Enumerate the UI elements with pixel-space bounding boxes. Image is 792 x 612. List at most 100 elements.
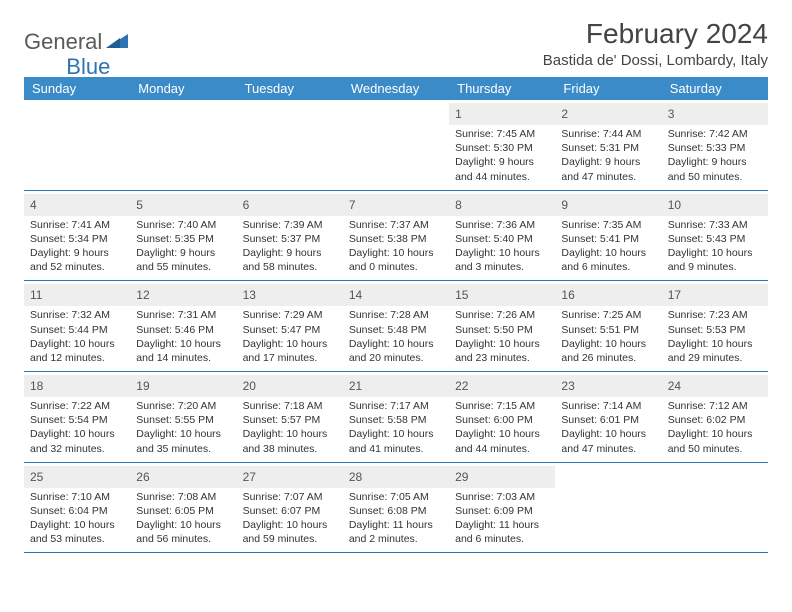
day-number: 18 — [30, 379, 43, 393]
day-number-row: 28 — [343, 466, 449, 488]
sunrise-text: Sunrise: 7:22 AM — [30, 399, 124, 413]
daylight-text: and 23 minutes. — [455, 351, 549, 365]
sunrise-text: Sunrise: 7:28 AM — [349, 308, 443, 322]
day-number-row: 12 — [130, 284, 236, 306]
sunrise-text: Sunrise: 7:05 AM — [349, 490, 443, 504]
day-number: 1 — [455, 107, 462, 121]
sunrise-text: Sunrise: 7:03 AM — [455, 490, 549, 504]
day-cell: 26Sunrise: 7:08 AMSunset: 6:05 PMDayligh… — [130, 463, 236, 553]
daylight-text: Daylight: 9 hours — [136, 246, 230, 260]
day-number-row: 9 — [555, 194, 661, 216]
sunset-text: Sunset: 5:48 PM — [349, 323, 443, 337]
daylight-text: Daylight: 10 hours — [455, 427, 549, 441]
day-info: Sunrise: 7:07 AMSunset: 6:07 PMDaylight:… — [243, 490, 337, 547]
daylight-text: and 53 minutes. — [30, 532, 124, 546]
day-cell: 2Sunrise: 7:44 AMSunset: 5:31 PMDaylight… — [555, 100, 661, 190]
sunrise-text: Sunrise: 7:45 AM — [455, 127, 549, 141]
daylight-text: and 9 minutes. — [668, 260, 762, 274]
day-number: 20 — [243, 379, 256, 393]
sunrise-text: Sunrise: 7:18 AM — [243, 399, 337, 413]
day-cell: 12Sunrise: 7:31 AMSunset: 5:46 PMDayligh… — [130, 281, 236, 371]
sunrise-text: Sunrise: 7:37 AM — [349, 218, 443, 232]
sunset-text: Sunset: 5:50 PM — [455, 323, 549, 337]
sunrise-text: Sunrise: 7:41 AM — [30, 218, 124, 232]
sunrise-text: Sunrise: 7:08 AM — [136, 490, 230, 504]
day-cell: 1Sunrise: 7:45 AMSunset: 5:30 PMDaylight… — [449, 100, 555, 190]
day-cell: 19Sunrise: 7:20 AMSunset: 5:55 PMDayligh… — [130, 372, 236, 462]
week-row: 1Sunrise: 7:45 AMSunset: 5:30 PMDaylight… — [24, 100, 768, 191]
sunrise-text: Sunrise: 7:31 AM — [136, 308, 230, 322]
day-number-row: 10 — [662, 194, 768, 216]
day-info: Sunrise: 7:05 AMSunset: 6:08 PMDaylight:… — [349, 490, 443, 547]
sunset-text: Sunset: 6:07 PM — [243, 504, 337, 518]
daylight-text: and 59 minutes. — [243, 532, 337, 546]
calendar-body: 1Sunrise: 7:45 AMSunset: 5:30 PMDaylight… — [24, 100, 768, 553]
day-info: Sunrise: 7:40 AMSunset: 5:35 PMDaylight:… — [136, 218, 230, 275]
daylight-text: and 52 minutes. — [30, 260, 124, 274]
sunrise-text: Sunrise: 7:40 AM — [136, 218, 230, 232]
weekday-header: Friday — [555, 77, 661, 100]
sunset-text: Sunset: 5:34 PM — [30, 232, 124, 246]
day-info: Sunrise: 7:32 AMSunset: 5:44 PMDaylight:… — [30, 308, 124, 365]
sunset-text: Sunset: 6:04 PM — [30, 504, 124, 518]
sunset-text: Sunset: 5:33 PM — [668, 141, 762, 155]
day-cell — [24, 100, 130, 190]
day-info: Sunrise: 7:08 AMSunset: 6:05 PMDaylight:… — [136, 490, 230, 547]
day-info: Sunrise: 7:15 AMSunset: 6:00 PMDaylight:… — [455, 399, 549, 456]
day-cell — [237, 100, 343, 190]
sunrise-text: Sunrise: 7:42 AM — [668, 127, 762, 141]
day-number-row: 11 — [24, 284, 130, 306]
day-number-row: 26 — [130, 466, 236, 488]
day-number: 25 — [30, 470, 43, 484]
daylight-text: Daylight: 10 hours — [561, 427, 655, 441]
day-cell: 16Sunrise: 7:25 AMSunset: 5:51 PMDayligh… — [555, 281, 661, 371]
day-cell: 24Sunrise: 7:12 AMSunset: 6:02 PMDayligh… — [662, 372, 768, 462]
day-cell: 25Sunrise: 7:10 AMSunset: 6:04 PMDayligh… — [24, 463, 130, 553]
sunset-text: Sunset: 5:46 PM — [136, 323, 230, 337]
daylight-text: Daylight: 10 hours — [30, 518, 124, 532]
day-number-row: 5 — [130, 194, 236, 216]
sunset-text: Sunset: 5:38 PM — [349, 232, 443, 246]
day-info: Sunrise: 7:31 AMSunset: 5:46 PMDaylight:… — [136, 308, 230, 365]
day-info: Sunrise: 7:20 AMSunset: 5:55 PMDaylight:… — [136, 399, 230, 456]
day-info: Sunrise: 7:35 AMSunset: 5:41 PMDaylight:… — [561, 218, 655, 275]
sunset-text: Sunset: 6:05 PM — [136, 504, 230, 518]
daylight-text: Daylight: 11 hours — [349, 518, 443, 532]
sunset-text: Sunset: 5:43 PM — [668, 232, 762, 246]
day-cell: 7Sunrise: 7:37 AMSunset: 5:38 PMDaylight… — [343, 191, 449, 281]
day-number: 3 — [668, 107, 675, 121]
sunrise-text: Sunrise: 7:35 AM — [561, 218, 655, 232]
day-number-row: 24 — [662, 375, 768, 397]
sunset-text: Sunset: 5:37 PM — [243, 232, 337, 246]
daylight-text: and 44 minutes. — [455, 170, 549, 184]
daylight-text: and 44 minutes. — [455, 442, 549, 456]
page-title: February 2024 — [543, 18, 768, 50]
daylight-text: and 58 minutes. — [243, 260, 337, 274]
daylight-text: and 50 minutes. — [668, 170, 762, 184]
weekday-header: Tuesday — [237, 77, 343, 100]
day-number-row: 16 — [555, 284, 661, 306]
daylight-text: and 3 minutes. — [455, 260, 549, 274]
day-cell: 15Sunrise: 7:26 AMSunset: 5:50 PMDayligh… — [449, 281, 555, 371]
daylight-text: Daylight: 11 hours — [455, 518, 549, 532]
daylight-text: and 0 minutes. — [349, 260, 443, 274]
day-number: 9 — [561, 198, 568, 212]
day-number-row: 29 — [449, 466, 555, 488]
day-number: 15 — [455, 288, 468, 302]
weekday-header: Saturday — [662, 77, 768, 100]
day-info: Sunrise: 7:03 AMSunset: 6:09 PMDaylight:… — [455, 490, 549, 547]
daylight-text: Daylight: 10 hours — [30, 337, 124, 351]
day-number-row: 7 — [343, 194, 449, 216]
daylight-text: and 20 minutes. — [349, 351, 443, 365]
day-cell: 20Sunrise: 7:18 AMSunset: 5:57 PMDayligh… — [237, 372, 343, 462]
day-cell: 27Sunrise: 7:07 AMSunset: 6:07 PMDayligh… — [237, 463, 343, 553]
day-cell — [662, 463, 768, 553]
daylight-text: Daylight: 10 hours — [455, 337, 549, 351]
day-cell: 11 Sunrise: 7:32 AMSunset: 5:44 PMDayligh… — [24, 281, 130, 371]
day-info: Sunrise: 7:17 AMSunset: 5:58 PMDaylight:… — [349, 399, 443, 456]
day-info: Sunrise: 7:14 AMSunset: 6:01 PMDaylight:… — [561, 399, 655, 456]
day-cell: 13Sunrise: 7:29 AMSunset: 5:47 PMDayligh… — [237, 281, 343, 371]
day-number: 11 — [30, 288, 42, 302]
sunrise-text: Sunrise: 7:20 AM — [136, 399, 230, 413]
day-number: 16 — [561, 288, 574, 302]
